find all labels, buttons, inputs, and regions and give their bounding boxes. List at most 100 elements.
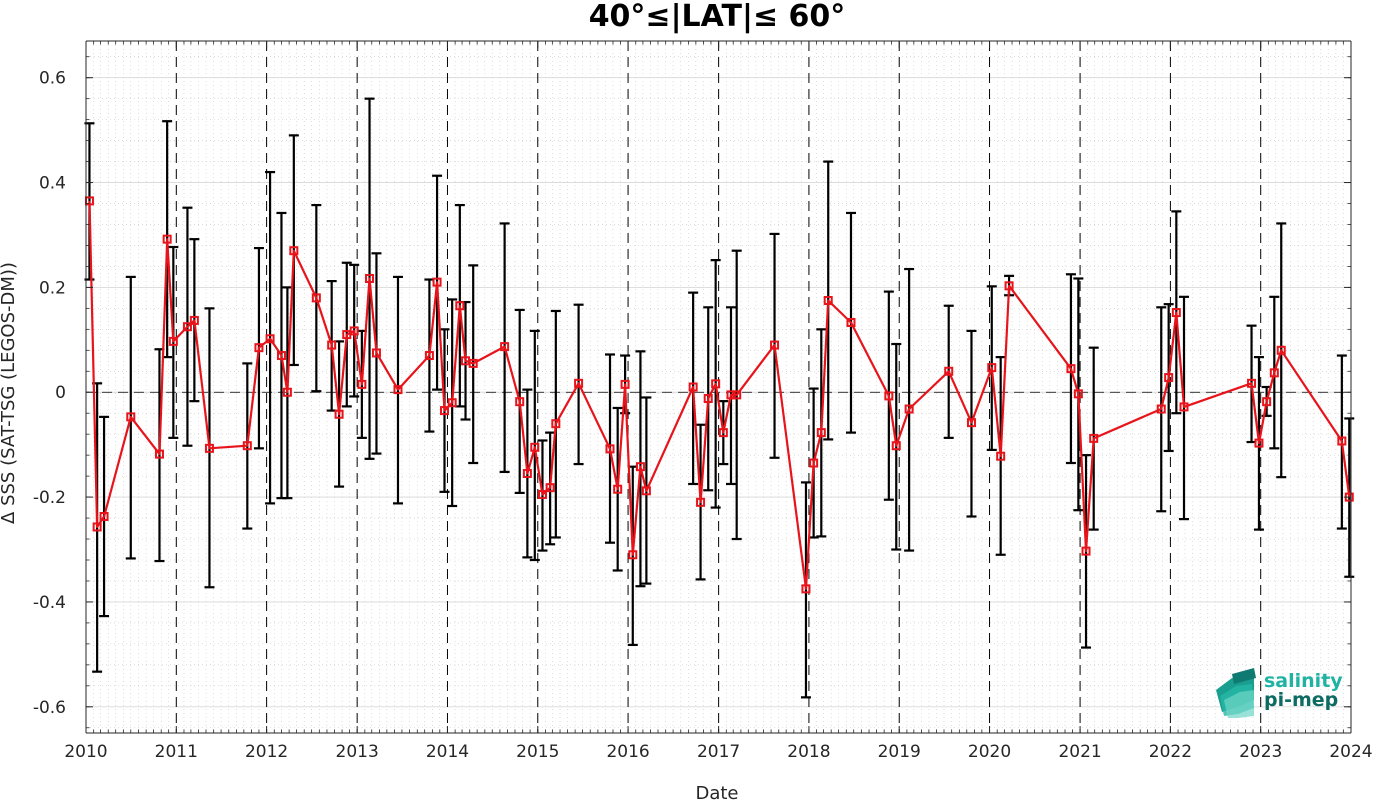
x-tick-label: 2023 [1239, 742, 1282, 762]
data-point-marker [1179, 402, 1189, 412]
y-tick-label: 0.2 [39, 278, 66, 298]
x-tick-label: 2020 [968, 742, 1011, 762]
data-point-marker [371, 348, 381, 358]
data-point-marker [99, 511, 109, 521]
x-tick-label: 2010 [64, 742, 107, 762]
data-point-marker [1262, 397, 1272, 407]
data-point-marker [500, 342, 510, 352]
data-point-marker [688, 382, 698, 392]
data-point-marker [574, 378, 584, 388]
data-point-marker [809, 458, 819, 468]
data-point-marker [537, 489, 547, 499]
data-point-marker [126, 412, 136, 422]
x-tick-label: 2021 [1058, 742, 1101, 762]
data-point-marker [846, 318, 856, 328]
data-point-marker [311, 293, 321, 303]
data-point-marker [966, 418, 976, 428]
data-point-marker [944, 366, 954, 376]
data-point-marker [393, 385, 403, 395]
data-point-marker [605, 444, 615, 454]
data-point-marker [726, 390, 736, 400]
data-point-marker [455, 301, 465, 311]
data-point-marker [327, 340, 337, 350]
data-point-marker [884, 391, 894, 401]
data-point-marker [92, 522, 102, 532]
data-point-marker [265, 334, 275, 344]
data-point-marker [635, 462, 645, 472]
data-point-marker [823, 296, 833, 305]
data-point-marker [1254, 438, 1264, 448]
series-line [88, 200, 1351, 590]
x-axis-label: Date [695, 783, 738, 801]
data-point-marker [1269, 368, 1279, 378]
data-point-marker [1004, 281, 1014, 291]
data-point-marker [620, 379, 630, 389]
data-point-marker [718, 428, 728, 438]
data-point-marker [816, 428, 826, 438]
data-point-marker [1171, 308, 1181, 318]
data-point-marker [801, 584, 811, 594]
data-point-marker [1337, 436, 1347, 446]
data-point-marker [1089, 433, 1099, 443]
data-point-marker [162, 234, 172, 244]
data-point-marker [987, 363, 997, 373]
data-point-marker [904, 404, 914, 414]
data-point-marker [439, 406, 449, 416]
data-point-marker [468, 358, 478, 368]
data-point-marker [349, 326, 359, 336]
grid-layer [86, 41, 1351, 733]
data-point-marker [1073, 389, 1083, 399]
data-point-marker [522, 469, 532, 478]
data-point-marker [154, 449, 164, 459]
data-point-marker [545, 483, 555, 493]
data-point-marker [996, 451, 1006, 461]
y-axis-label: Δ SSS (SAT-TSG (LEGOS-DM)) [0, 262, 19, 524]
data-point-marker [432, 277, 442, 287]
data-point-marker [1247, 378, 1257, 388]
axes-frame [85, 40, 1352, 734]
data-point-marker [282, 387, 292, 397]
y-tick-label: -0.6 [33, 698, 66, 718]
data-point-marker [613, 484, 623, 494]
data-point-marker [334, 409, 344, 419]
data-point-marker [242, 441, 252, 451]
logo-text-line2: pi-mep [1264, 689, 1338, 711]
x-tick-label: 2022 [1149, 742, 1192, 762]
data-point-marker [1156, 404, 1166, 414]
data-point-marker [365, 273, 375, 283]
data-point-marker [189, 315, 199, 325]
data-point-marker [168, 336, 178, 346]
data-point-marker [696, 497, 706, 507]
x-tick-label: 2017 [697, 742, 740, 762]
x-tick-label: 2018 [787, 742, 830, 762]
x-tick-label: 2016 [606, 742, 649, 762]
x-tick-label: 2024 [1329, 742, 1372, 762]
x-tick-label: 2019 [878, 742, 921, 762]
logo-wave-icon [1216, 668, 1256, 718]
data-point-marker [254, 343, 264, 353]
y-tick-label: 0.6 [39, 69, 66, 89]
x-tick-label: 2013 [336, 742, 379, 762]
x-tick-label: 2015 [516, 742, 559, 762]
data-point-marker [182, 322, 192, 332]
data-point-marker [703, 394, 713, 404]
data-point-marker [1276, 345, 1286, 355]
data-point-marker [276, 351, 286, 361]
tick-labels: 2010 2011 2012 2013 2014 2015 2016 2017 2018 2019… [33, 69, 1373, 762]
x-tick-label: 2014 [426, 742, 469, 762]
data-point-marker [551, 419, 561, 429]
data-point-marker [770, 340, 780, 350]
data-point-marker [289, 246, 299, 256]
salinity-pi-mep-logo: salinity pi-mep [1216, 668, 1343, 718]
data-point-marker [424, 351, 434, 361]
data-point-marker [711, 379, 721, 389]
y-tick-label: -0.4 [33, 593, 66, 613]
reference-lines [86, 41, 1351, 733]
data-point-marker [891, 441, 901, 451]
data-point-marker [1164, 373, 1174, 383]
data-point-marker [447, 398, 457, 408]
data-point-marker [628, 550, 638, 560]
series-layer [84, 196, 1354, 594]
y-tick-label: -0.2 [33, 488, 66, 508]
